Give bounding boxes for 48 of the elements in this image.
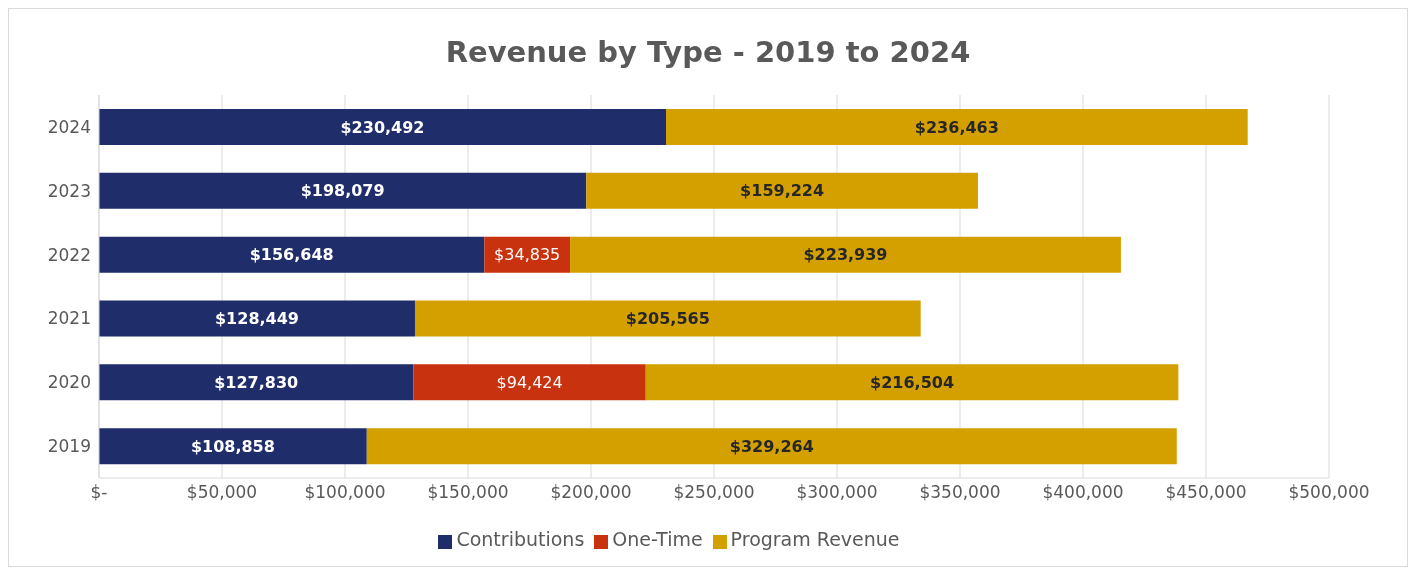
x-tick-label: $100,000 bbox=[304, 482, 386, 503]
x-tick-label: $400,000 bbox=[1042, 482, 1124, 503]
bar bbox=[99, 109, 667, 145]
data-label: $329,264 bbox=[729, 436, 814, 456]
legend-label: Contributions bbox=[456, 528, 585, 550]
bar bbox=[570, 236, 1121, 273]
x-tick-label: $350,000 bbox=[919, 482, 1001, 503]
data-label: $128,449 bbox=[214, 309, 299, 328]
data-label: $156,648 bbox=[249, 245, 334, 265]
data-label: $236,463 bbox=[914, 117, 999, 137]
data-label: $159,224 bbox=[740, 181, 825, 201]
bar bbox=[586, 172, 978, 209]
legend-label: Program Revenue bbox=[730, 528, 900, 550]
legend-label: One-Time bbox=[612, 528, 703, 550]
bar bbox=[99, 300, 415, 337]
bar bbox=[99, 428, 367, 465]
x-tick-label: $50,000 bbox=[186, 482, 258, 503]
bar bbox=[99, 172, 587, 209]
bar bbox=[99, 364, 414, 401]
x-tick-label: $- bbox=[90, 482, 108, 503]
x-tick-label: $450,000 bbox=[1165, 482, 1247, 503]
x-tick-label: $150,000 bbox=[427, 482, 509, 503]
y-tick-label: 2024 bbox=[47, 116, 91, 137]
data-label: $205,565 bbox=[625, 309, 710, 328]
data-label: $34,835 bbox=[494, 245, 561, 265]
x-tick-label: $500,000 bbox=[1288, 482, 1370, 503]
bar bbox=[645, 364, 1179, 401]
x-tick-label: $200,000 bbox=[550, 482, 632, 503]
y-tick-label: 2023 bbox=[47, 180, 91, 201]
y-tick-label: 2022 bbox=[47, 244, 91, 265]
data-label: $223,939 bbox=[803, 245, 888, 265]
chart-title: Revenue by Type - 2019 to 2024 bbox=[444, 34, 972, 71]
data-label: $216,504 bbox=[870, 372, 955, 392]
bar bbox=[366, 428, 1177, 465]
x-tick-label: $250,000 bbox=[673, 482, 755, 503]
bar bbox=[413, 364, 646, 401]
data-label: $198,079 bbox=[300, 181, 385, 201]
bar bbox=[414, 300, 921, 337]
y-tick-label: 2020 bbox=[47, 372, 91, 393]
data-label: $230,492 bbox=[340, 117, 425, 137]
y-tick-label: 2021 bbox=[47, 308, 91, 329]
data-label: $108,858 bbox=[190, 436, 275, 456]
x-tick-label: $300,000 bbox=[796, 482, 878, 503]
data-label: $94,424 bbox=[496, 372, 563, 392]
y-tick-label: 2019 bbox=[47, 436, 91, 457]
bar bbox=[99, 236, 485, 273]
data-label: $127,830 bbox=[214, 372, 299, 392]
bar bbox=[666, 109, 1248, 145]
